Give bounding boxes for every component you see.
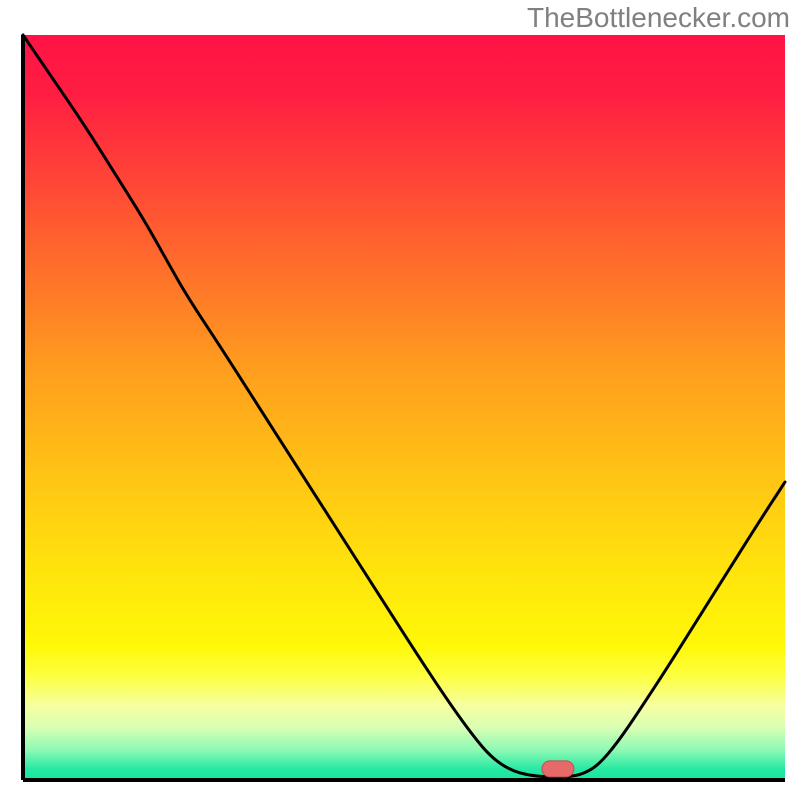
chart-svg (0, 0, 800, 800)
gradient-background (23, 35, 785, 780)
bottleneck-chart: TheBottlenecker.com (0, 0, 800, 800)
optimal-marker (542, 761, 574, 777)
